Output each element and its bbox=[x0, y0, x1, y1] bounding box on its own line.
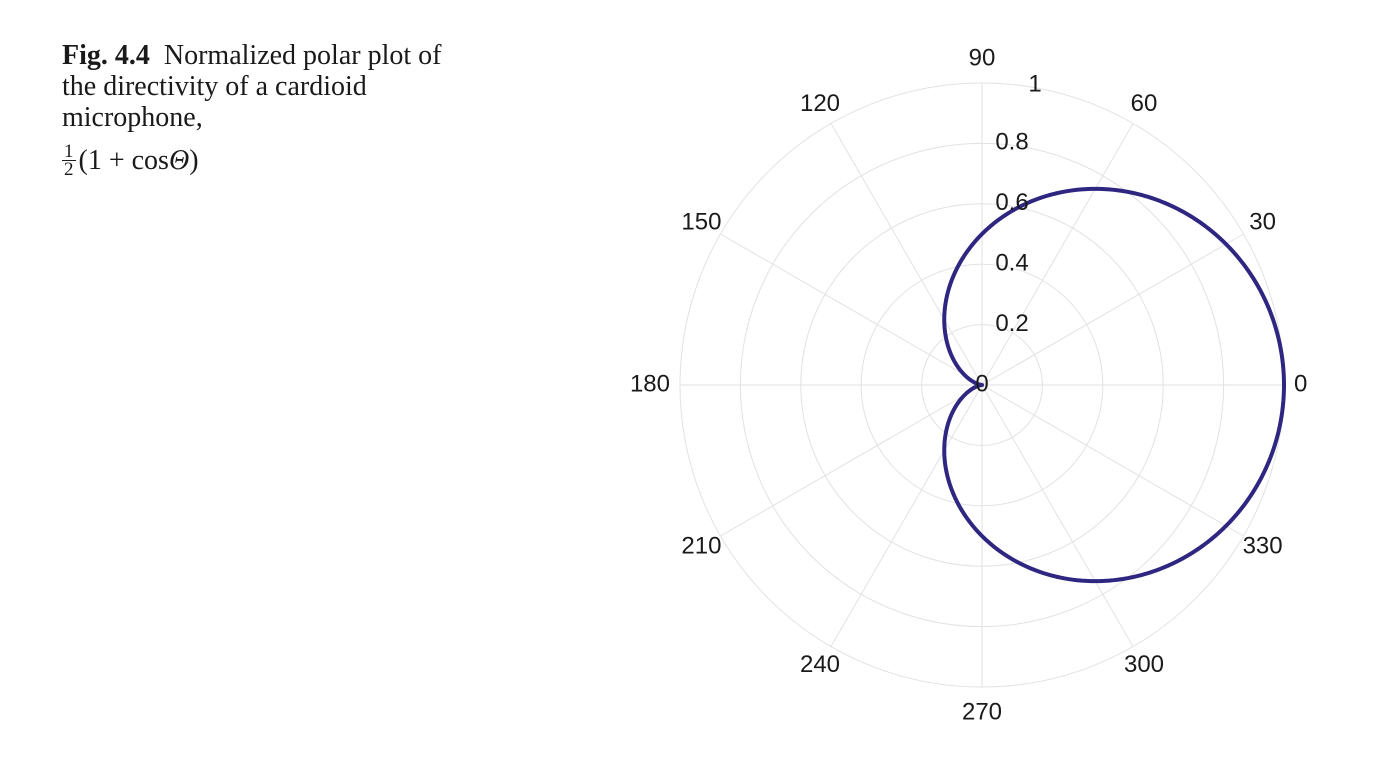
caption-formula: 1 2 (1 + cos Θ ) bbox=[62, 141, 199, 180]
caption-text: Normalized polar plot of the directivity… bbox=[62, 40, 442, 133]
grid-spoke bbox=[830, 384, 983, 647]
angle-tick-label: 270 bbox=[962, 698, 1002, 725]
radial-tick-label: 0.4 bbox=[995, 250, 1028, 277]
radial-tick-label: 0 bbox=[975, 370, 988, 397]
grid-spoke bbox=[981, 123, 1134, 386]
angle-tick-label: 240 bbox=[800, 651, 840, 678]
radial-tick-label: 0.6 bbox=[995, 189, 1028, 216]
grid-spoke bbox=[830, 123, 983, 386]
grid-spoke bbox=[981, 384, 1134, 647]
angle-tick-label: 300 bbox=[1124, 651, 1164, 678]
formula-open: (1 + cos bbox=[78, 145, 169, 176]
grid-spoke bbox=[981, 384, 1244, 537]
series-line-cardioid bbox=[942, 186, 1286, 584]
fraction-numerator: 1 bbox=[62, 141, 76, 162]
grid-spoke bbox=[981, 233, 1244, 386]
angle-tick-label: 60 bbox=[1131, 90, 1158, 117]
radial-tick-label: 0.2 bbox=[995, 310, 1028, 337]
angle-tick-label: 150 bbox=[681, 208, 721, 235]
radial-tick-label: 1 bbox=[1028, 70, 1041, 97]
tick-labels: 0 0.2 0.4 0.6 0.8 1 0 30 60 90 120 150 180 210 240 270 3… bbox=[630, 44, 1307, 725]
angle-tick-label: 0 bbox=[1294, 370, 1307, 397]
fraction: 1 2 bbox=[62, 141, 76, 180]
grid-spoke bbox=[720, 233, 983, 386]
angle-tick-label: 330 bbox=[1243, 532, 1283, 559]
fraction-denominator: 2 bbox=[64, 159, 74, 180]
angle-tick-label: 180 bbox=[630, 370, 670, 397]
angle-tick-label: 210 bbox=[681, 532, 721, 559]
figure-label: Fig. 4.4 bbox=[62, 40, 150, 71]
angle-tick-label: 90 bbox=[969, 44, 996, 71]
polar-grid bbox=[679, 82, 1285, 688]
formula-close: ) bbox=[189, 145, 199, 176]
radial-tick-label: 0.8 bbox=[995, 129, 1028, 156]
grid-spoke bbox=[720, 384, 983, 537]
curve-layer bbox=[942, 186, 1286, 584]
figure-caption: Fig. 4.4 Normalized polar plot of the dir… bbox=[62, 40, 442, 180]
angle-tick-label: 30 bbox=[1249, 208, 1276, 235]
formula-variable: Θ bbox=[168, 145, 190, 176]
angle-tick-label: 120 bbox=[800, 90, 840, 117]
